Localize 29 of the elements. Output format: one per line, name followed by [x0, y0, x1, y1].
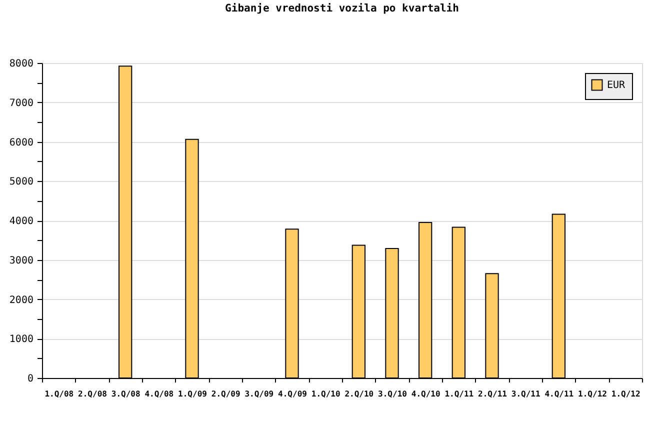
x-tick-label: 1.Q/09 — [178, 390, 208, 398]
y-tick-label: 5000 — [9, 176, 34, 188]
x-tick-label: 4.Q/10 — [411, 390, 440, 398]
x-tick-label: 2.Q/11 — [478, 390, 508, 398]
x-tick-label: 3.Q/11 — [511, 390, 540, 398]
x-tick-label: 2.Q/08 — [78, 390, 108, 398]
y-tick-label: 4000 — [9, 216, 34, 227]
x-tick-label: 1.Q/08 — [44, 390, 74, 398]
x-tick-label: 3.Q/09 — [244, 390, 274, 398]
y-tick-label: 8000 — [9, 58, 34, 70]
y-tick-label: 7000 — [9, 98, 34, 109]
y-tick-label: 0 — [27, 374, 34, 384]
x-tick-label: 3.Q/08 — [111, 390, 140, 398]
x-tick-label: 3.Q/10 — [378, 390, 408, 398]
x-tick-label: 1.Q/11 — [444, 390, 474, 398]
y-tick-label: 1000 — [9, 334, 34, 346]
y-tick-label: 2000 — [9, 294, 34, 306]
y-tick-label: 6000 — [9, 137, 34, 148]
chart-title: Gibanje vrednosti vozila po kvartalih — [225, 2, 459, 14]
x-tick-label: 1.Q/12 — [611, 390, 640, 398]
x-tick-label: 4.Q/08 — [144, 390, 174, 398]
x-tick-label: 1.Q/12 — [578, 390, 608, 398]
x-tick-label: 2.Q/09 — [211, 390, 240, 398]
x-tick-label: 1.Q/10 — [311, 390, 340, 398]
x-tick-label: 4.Q/11 — [544, 390, 574, 398]
y-tick-label: 3000 — [9, 255, 34, 266]
legend-label: EUR — [607, 80, 626, 91]
x-tick-label: 4.Q/09 — [278, 390, 308, 398]
x-tick-label: 2.Q/10 — [344, 390, 374, 398]
